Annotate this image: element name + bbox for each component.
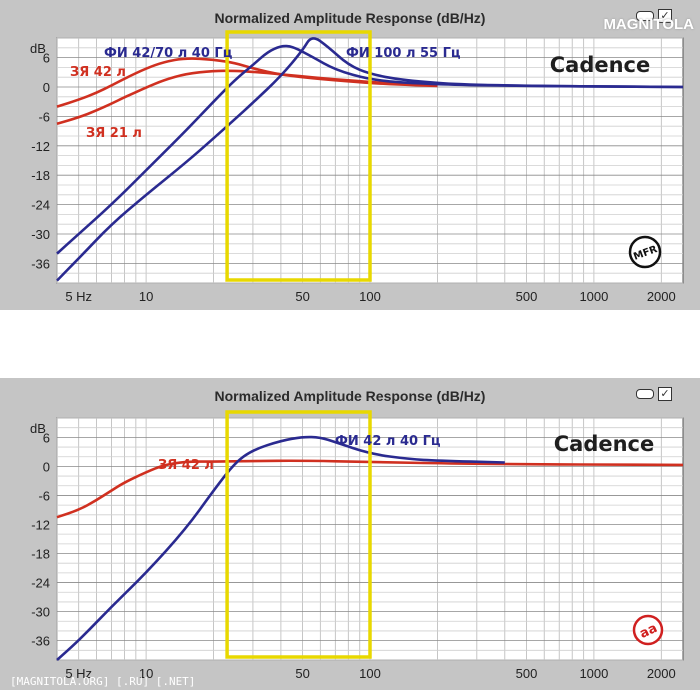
watermark-logo: MAGNITOLA: [603, 16, 694, 33]
series-line: [56, 435, 505, 661]
y-tick-label: -18: [31, 168, 50, 183]
chart-svg-bottom: dB6 0 -6 -12 -18 -24 -30 -36 5 Hz 10 50 100 500 1000 2…: [30, 410, 684, 681]
footer-watermark: [MAGNITOLA.ORG] [.RU] [.NET]: [10, 675, 196, 688]
panel-controls: ✓: [636, 386, 672, 401]
series-annotation: ЗЯ 42 л: [70, 65, 126, 80]
series-line: [56, 459, 684, 519]
series-annotation: ФИ 100 л 55 Гц: [346, 46, 461, 61]
x-tick-label: 500: [516, 666, 538, 681]
y-tick-label: 6: [43, 430, 50, 445]
y-axis-label: dB: [30, 421, 46, 436]
x-tick-label: 5 Hz: [65, 289, 92, 304]
y-tick-label: -6: [38, 488, 50, 503]
x-tick-label: 100: [359, 666, 381, 681]
y-tick-label: -6: [38, 109, 50, 124]
badge-icon: [628, 235, 662, 269]
x-tick-label: 50: [295, 289, 309, 304]
y-tick-label: -12: [31, 517, 50, 532]
x-tick-label: 10: [139, 666, 153, 681]
series-line: [56, 37, 684, 282]
brand-label: Cadence: [554, 432, 655, 456]
chart-panel-top: Normalized Amplitude Response (dB/Hz) ✓ …: [0, 0, 700, 310]
series-annotation: ЗЯ 42 л: [158, 458, 214, 473]
x-tick-label: 2000: [647, 666, 676, 681]
y-tick-label: -12: [31, 139, 50, 154]
y-tick-label: 6: [43, 51, 50, 66]
x-tick-label: 500: [516, 289, 538, 304]
series-annotation: ФИ 42 л 40 Гц: [335, 434, 441, 449]
chart-title: Normalized Amplitude Response (dB/Hz): [214, 10, 486, 26]
y-tick-label: -30: [31, 227, 50, 242]
y-tick-label: -36: [31, 634, 50, 649]
badge-label: aa: [638, 621, 660, 642]
brand-label: Cadence: [550, 53, 651, 77]
series-line: [56, 44, 684, 255]
x-tick-label: 1000: [579, 666, 608, 681]
x-tick-label: 2000: [647, 289, 676, 304]
chart-svg-top: dB6 0 -6 -12 -18 -24 -30 -36 5 Hz 10 50 100 500 1000 2…: [30, 30, 684, 304]
y-tick-label: -24: [31, 576, 50, 591]
checkbox-icon[interactable]: ✓: [658, 386, 672, 401]
highlight-box: [225, 30, 372, 282]
panel-controls: ✓: [636, 8, 672, 23]
y-tick-label: 0: [43, 459, 50, 474]
y-tick-label: -18: [31, 547, 50, 562]
x-tick-label: 50: [295, 666, 309, 681]
y-tick-label: -30: [31, 605, 50, 620]
key-icon[interactable]: [636, 10, 654, 21]
y-tick-label: -36: [31, 256, 50, 271]
x-tick-label: 10: [139, 289, 153, 304]
series-line: [56, 69, 438, 126]
checkbox-icon[interactable]: ✓: [658, 8, 672, 23]
series-annotation: ФИ 42/70 л 40 Гц: [104, 46, 233, 61]
x-tick-label: 5 Hz: [65, 666, 92, 681]
y-tick-label: -24: [31, 198, 50, 213]
chart-panel-bottom: Normalized Amplitude Response (dB/Hz) ✓ …: [0, 378, 700, 690]
y-axis-label: dB: [30, 41, 46, 56]
y-tick-label: 0: [43, 80, 50, 95]
badge-icon: [632, 614, 664, 646]
chart-title: Normalized Amplitude Response (dB/Hz): [214, 388, 486, 404]
series-annotation: ЗЯ 21 л: [86, 126, 142, 141]
x-tick-label: 100: [359, 289, 381, 304]
x-tick-label: 1000: [579, 289, 608, 304]
key-icon[interactable]: [636, 388, 654, 399]
highlight-box: [225, 410, 372, 659]
